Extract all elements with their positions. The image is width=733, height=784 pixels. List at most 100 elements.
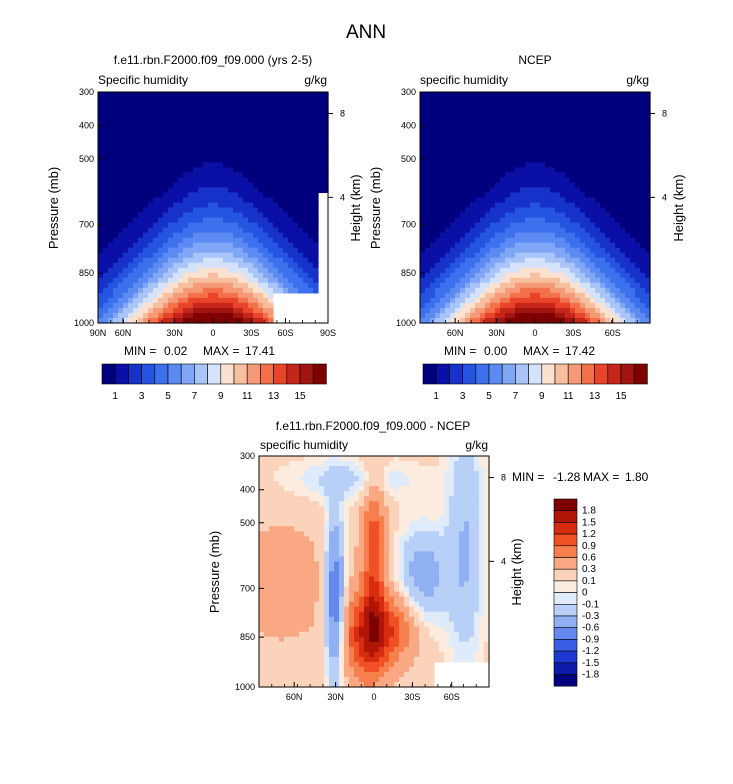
colorbar-swatch [553, 639, 578, 652]
panel-ncep-max-value: 17.42 [565, 344, 595, 358]
x-tick-label: 90N [90, 328, 107, 338]
colorbar-label: 11 [242, 391, 253, 402]
panel-ncep-min-label: MIN = [444, 344, 476, 358]
colorbar-swatch [154, 363, 169, 385]
x-tick-label: 30S [243, 328, 259, 338]
x-tick-label: 30S [404, 692, 420, 702]
panel-ncep-field [420, 92, 651, 324]
colorbar-label: 0.9 [582, 541, 596, 552]
y-tick-label: 500 [79, 154, 94, 164]
colorbar-swatch [475, 363, 490, 385]
y-tick-label: 700 [79, 219, 94, 229]
colorbar-label: -1.2 [582, 646, 600, 657]
x-tick-label: 0 [371, 692, 376, 702]
panel-diff-ylabel: Pressure (mb) [207, 531, 222, 613]
colorbar-label: 0.3 [582, 564, 596, 575]
y-right-tick-label: 4 [662, 192, 667, 202]
y-tick-label: 700 [401, 219, 416, 229]
colorbar-label: 1.2 [582, 529, 596, 540]
y-tick-label: 850 [240, 632, 255, 642]
colorbar-swatch [553, 545, 578, 558]
panel-model-min-label: MIN = [124, 344, 156, 358]
colorbar-swatch [260, 363, 274, 385]
panel-diff-units: g/kg [465, 438, 488, 452]
colorbar-swatch [553, 603, 578, 617]
y-right-tick-label: 4 [340, 192, 345, 202]
panel-ncep-colorbar: 1 3 5 7 9 11 13 15 [422, 363, 648, 402]
panel-ncep-left-label: specific humidity [420, 73, 508, 87]
y-tick-label: 700 [240, 583, 255, 593]
colorbar-label: -0.6 [582, 623, 600, 634]
y-tick-label: 1000 [396, 318, 416, 328]
colorbar-swatch [553, 533, 578, 547]
colorbar-label: 15 [615, 391, 627, 402]
y-tick-label: 850 [79, 268, 94, 278]
colorbar-swatch [515, 363, 529, 385]
panel-model-ylabel-right: Height (km) [348, 174, 363, 241]
panel-ncep-title: NCEP [518, 53, 551, 67]
y-tick-label: 300 [401, 87, 416, 97]
colorbar-swatch [435, 363, 450, 385]
colorbar-swatch [553, 580, 578, 593]
colorbar-label: 3 [460, 391, 466, 402]
colorbar-label: 0.1 [582, 576, 596, 587]
colorbar-label: 7 [192, 391, 198, 402]
colorbar-swatch [220, 363, 235, 385]
colorbar-swatch [607, 363, 622, 385]
colorbar-swatch [553, 510, 578, 523]
panel-model: f.e11.rbn.F2000.f09_f09.000 (yrs 2-5) Sp… [46, 53, 363, 402]
colorbar-label: 15 [294, 391, 306, 402]
colorbar-swatch [553, 498, 578, 511]
panel-ncep-ylabel-right: Height (km) [671, 174, 686, 241]
panel-model-units: g/kg [304, 73, 327, 87]
colorbar-swatch [554, 363, 569, 385]
x-tick-label: 60N [447, 328, 464, 338]
x-tick-label: 60S [444, 692, 460, 702]
y-tick-label: 500 [401, 154, 416, 164]
panel-diff-title: f.e11.rbn.F2000.f09_f09.000 - NCEP [276, 419, 471, 433]
y-right-tick-label: 8 [662, 108, 667, 118]
colorbar-swatch [299, 363, 314, 385]
colorbar-swatch [553, 662, 578, 675]
colorbar-swatch [541, 363, 556, 385]
panel-diff-max-label: MAX = [583, 470, 619, 484]
panel-diff-colorbar: 1.81.51.20.90.60.30.10-0.1-0.3-0.6-0.9-1… [553, 498, 600, 687]
y-tick-label: 400 [401, 121, 416, 131]
page-title: ANN [346, 22, 386, 43]
panel-diff-field [259, 456, 490, 688]
colorbar-label: 1 [433, 391, 439, 402]
colorbar-label: 5 [165, 391, 171, 402]
colorbar-swatch [501, 363, 516, 385]
x-tick-label: 60N [286, 692, 303, 702]
panel-model-ticks: 300 400 500 700 850 1000 8 4 90N 60N 30N 0 30S 60S 90S [74, 87, 345, 338]
colorbar-label: 0 [582, 588, 588, 599]
colorbar-swatch [553, 592, 578, 605]
y-tick-label: 500 [240, 518, 255, 528]
colorbar-swatch [528, 363, 543, 385]
panel-ncep-max-label: MAX = [523, 344, 559, 358]
y-tick-label: 400 [79, 121, 94, 131]
panel-model-ylabel: Pressure (mb) [46, 167, 61, 249]
panel-diff-min-value: -1.28 [553, 470, 581, 484]
panel-diff-min-label: MIN = [512, 470, 544, 484]
colorbar-swatch [167, 363, 182, 385]
panel-ncep-units: g/kg [626, 73, 649, 87]
colorbar-swatch [180, 363, 195, 385]
colorbar-label: 1.5 [582, 517, 596, 528]
y-tick-label: 300 [240, 451, 255, 461]
colorbar-swatch [194, 363, 208, 385]
colorbar-label: 13 [589, 391, 601, 402]
panel-model-title: f.e11.rbn.F2000.f09_f09.000 (yrs 2-5) [114, 53, 313, 67]
colorbar-label: 3 [139, 391, 145, 402]
panel-model-colorbar: 1 3 5 7 9 11 13 15 [101, 363, 327, 402]
colorbar-swatch [273, 363, 288, 385]
colorbar-label: -0.1 [582, 599, 600, 610]
x-tick-label: 30N [166, 328, 183, 338]
panel-diff: f.e11.rbn.F2000.f09_f09.000 - NCEP speci… [207, 419, 649, 702]
panel-model-max-label: MAX = [203, 344, 239, 358]
x-tick-label: 0 [210, 328, 215, 338]
colorbar-label: 0.6 [582, 553, 596, 564]
colorbar-swatch [633, 363, 648, 385]
y-tick-label: 300 [79, 87, 94, 97]
panel-model-max-value: 17.41 [245, 344, 275, 358]
